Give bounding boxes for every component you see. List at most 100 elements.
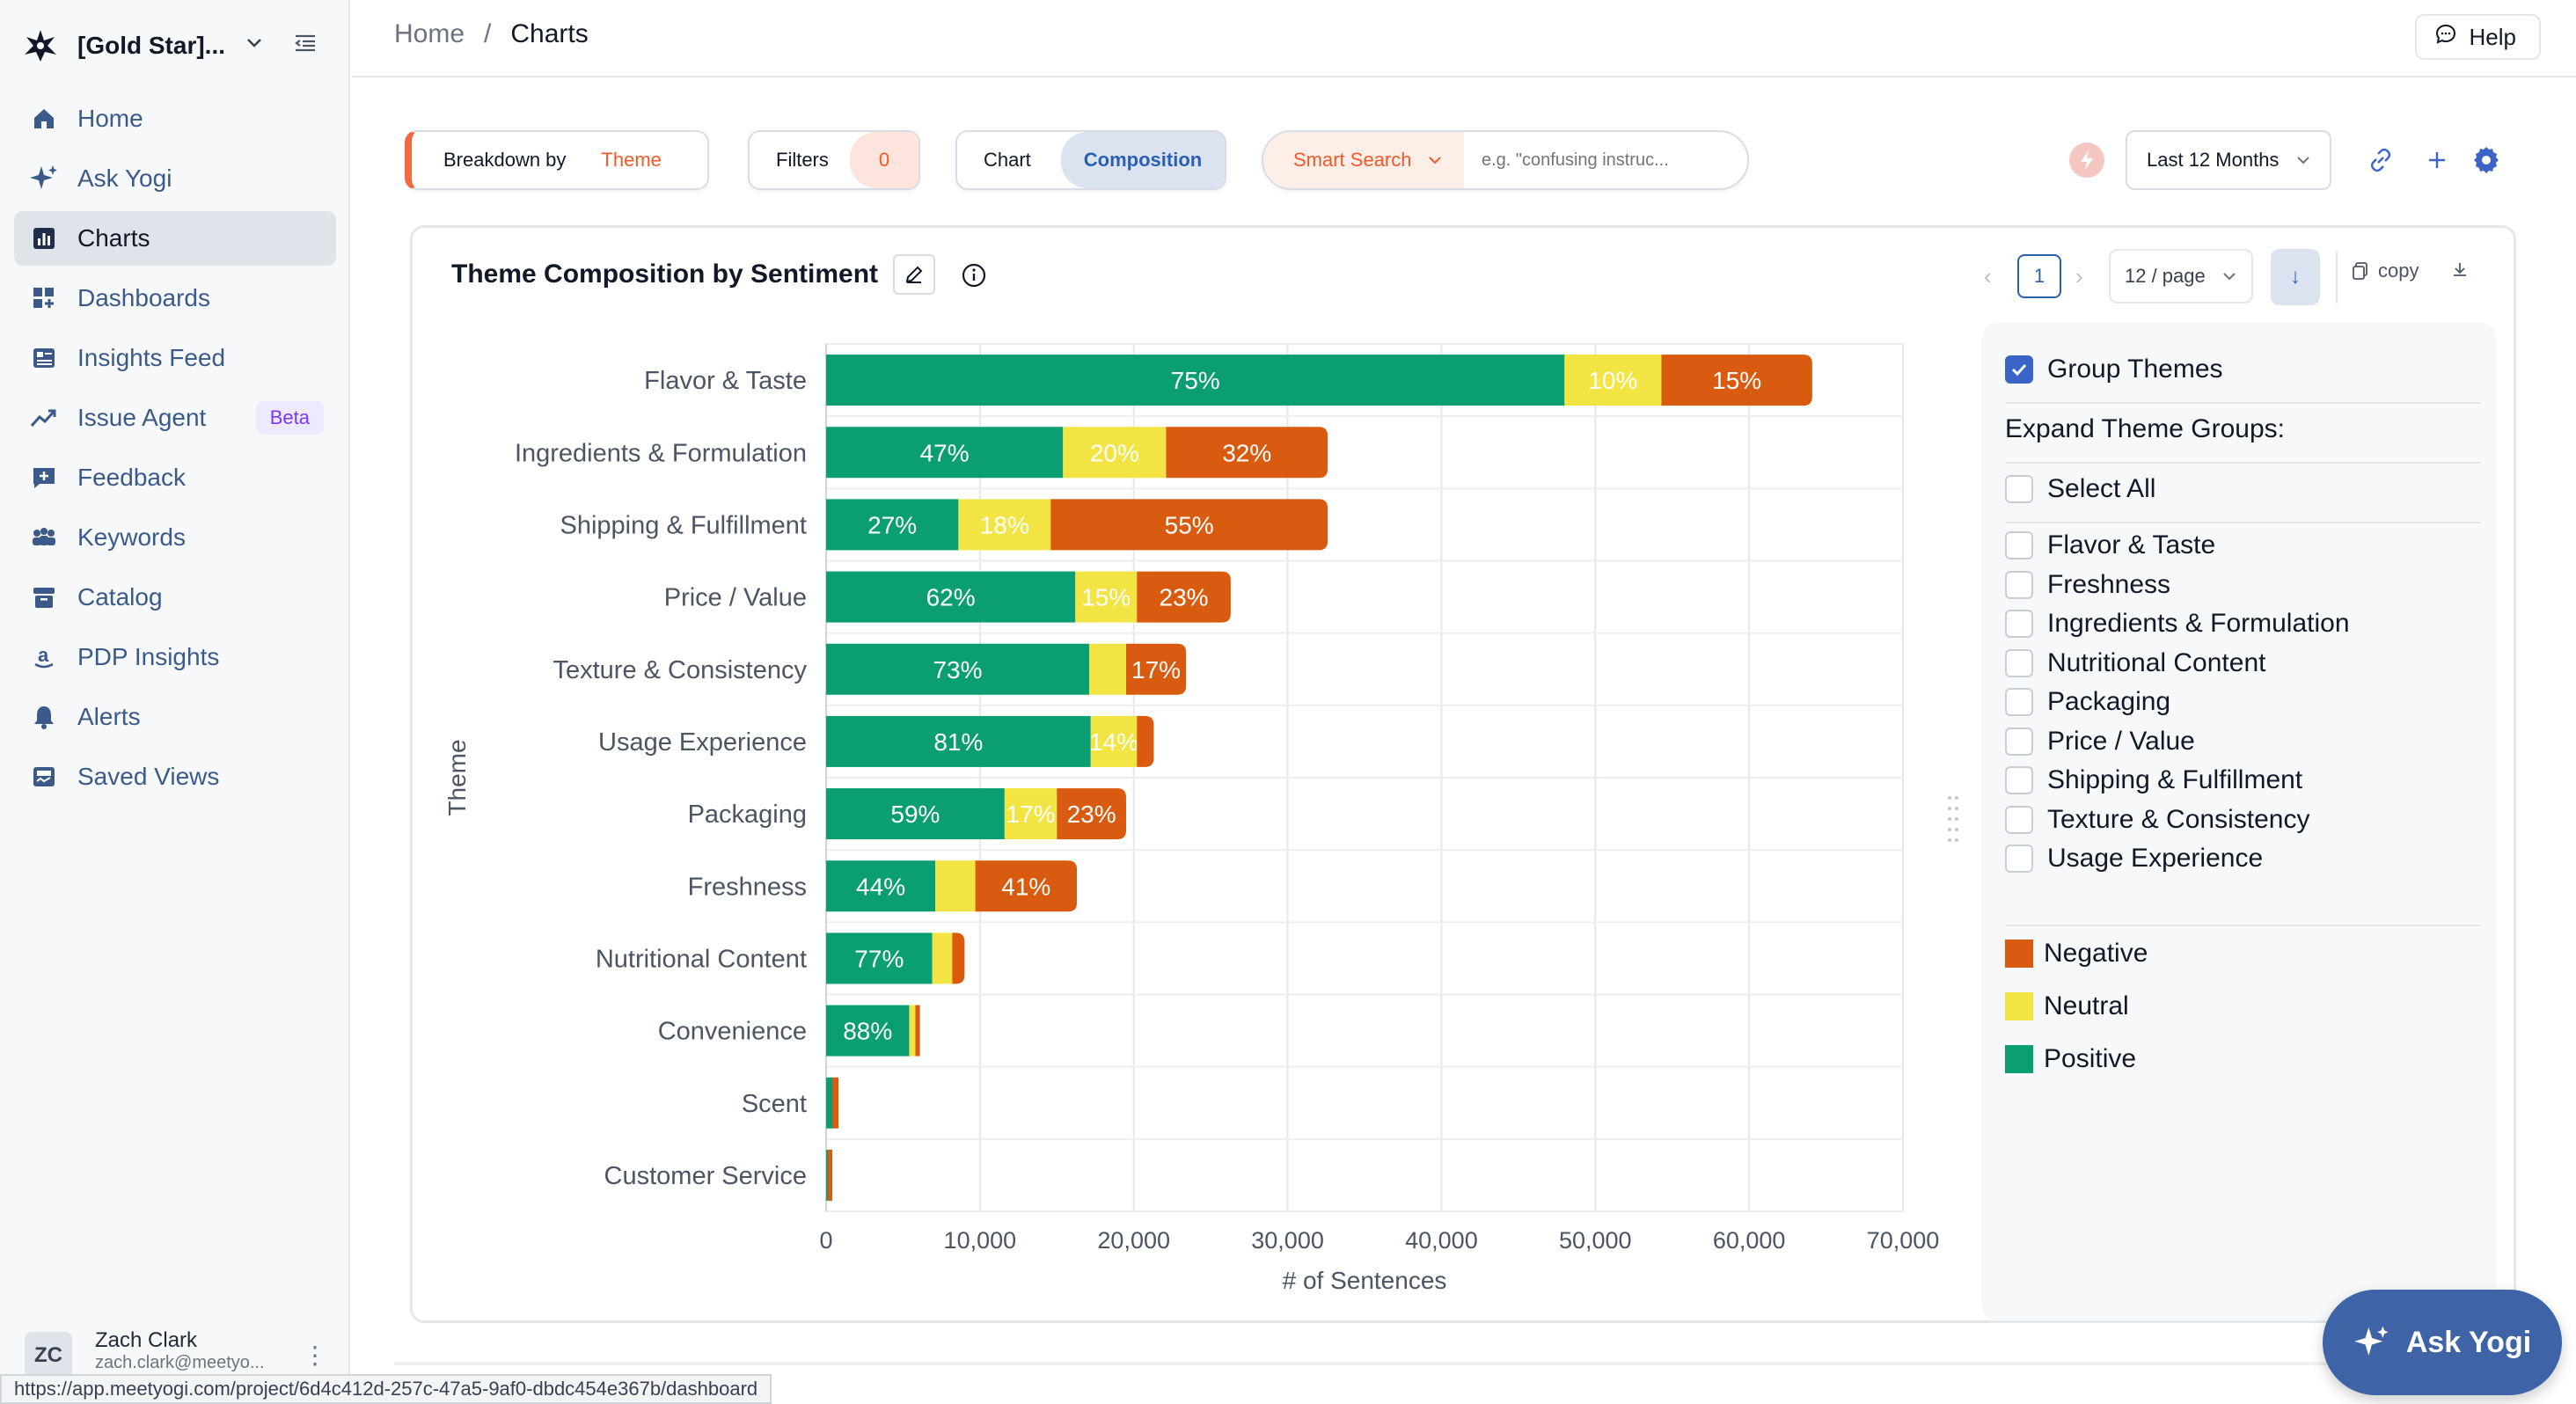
- breadcrumb: Home / Charts: [394, 19, 589, 49]
- help-button[interactable]: Help: [2414, 14, 2541, 60]
- bar-segment-positive: [826, 1077, 832, 1129]
- checkbox[interactable]: [2005, 610, 2033, 638]
- checkbox[interactable]: [2005, 766, 2033, 794]
- legend-item[interactable]: Negative: [2005, 939, 2148, 969]
- sidebar-item-charts[interactable]: Charts: [14, 211, 336, 266]
- plus-icon[interactable]: [2419, 143, 2455, 178]
- sidebar-item-feedback[interactable]: Feedback: [14, 450, 336, 505]
- workspace-name: [Gold Star]...: [77, 32, 225, 59]
- bar-segment-negative: [1661, 355, 1812, 406]
- bar-segment-negative: [1137, 715, 1154, 767]
- bar-segment-neutral: [1090, 715, 1138, 767]
- view-composition-option[interactable]: Composition: [1061, 132, 1225, 188]
- data-label: 75%: [1171, 367, 1220, 394]
- page-size-select[interactable]: 12 / page: [2109, 249, 2253, 303]
- bar-segment-neutral: [1075, 571, 1138, 623]
- y-axis-title: Theme: [443, 739, 471, 815]
- ask-yogi-fab[interactable]: Ask Yogi: [2323, 1290, 2562, 1395]
- theme-group-item[interactable]: Texture & Consistency: [2005, 805, 2309, 835]
- collapse-sidebar-icon[interactable]: [292, 30, 318, 61]
- user-name: Zach Clark: [95, 1328, 198, 1352]
- next-page-icon[interactable]: ›: [2075, 263, 2083, 289]
- breadcrumb-current: Charts: [510, 19, 589, 48]
- theme-group-item[interactable]: Price / Value: [2005, 727, 2195, 757]
- group-themes-toggle[interactable]: Group Themes: [2005, 355, 2223, 384]
- kebab-menu-icon[interactable]: ⋮: [303, 1342, 327, 1369]
- checkbox[interactable]: [2005, 570, 2033, 599]
- bar-segment-neutral: [932, 932, 953, 984]
- sidebar-item-keywords[interactable]: Keywords: [14, 510, 336, 565]
- theme-group-label: Price / Value: [2047, 726, 2195, 756]
- bar-segment-positive: [826, 355, 1565, 406]
- link-icon[interactable]: [2363, 143, 2398, 178]
- theme-group-item[interactable]: Usage Experience: [2005, 844, 2263, 874]
- x-tick-label: 40,000: [1405, 1227, 1478, 1254]
- workspace-switcher[interactable]: [Gold Star]...: [19, 23, 327, 69]
- checkbox[interactable]: [2005, 531, 2033, 559]
- sidebar-item-home[interactable]: Home: [14, 91, 336, 146]
- data-label: 59%: [890, 801, 940, 828]
- drag-handle-icon[interactable]: [1947, 794, 1959, 855]
- sort-descending-button[interactable]: ↓: [2271, 249, 2320, 305]
- pencil-icon: [905, 266, 923, 283]
- checkbox-checked[interactable]: [2005, 355, 2033, 384]
- sidebar-item-label: PDP Insights: [77, 643, 220, 670]
- smart-search-input[interactable]: [1482, 144, 1737, 176]
- user-menu[interactable]: ZC Zach Clark zach.clark@meetyo... ⋮: [25, 1325, 333, 1379]
- theme-group-item[interactable]: Shipping & Fulfillment: [2005, 765, 2302, 795]
- edit-title-button[interactable]: [893, 254, 935, 295]
- checkbox[interactable]: [2005, 475, 2033, 503]
- download-icon[interactable]: [2450, 260, 2470, 283]
- current-page[interactable]: 1: [2017, 254, 2061, 298]
- expand-groups-heading: Expand Theme Groups:: [2005, 414, 2285, 444]
- checkbox[interactable]: [2005, 805, 2033, 834]
- checkbox[interactable]: [2005, 648, 2033, 677]
- copy-button[interactable]: copy: [2352, 260, 2419, 282]
- theme-group-item[interactable]: Ingredients & Formulation: [2005, 609, 2350, 639]
- sidebar-item-insights-feed[interactable]: Insights Feed: [14, 331, 336, 385]
- sidebar-item-dashboards[interactable]: Dashboards: [14, 271, 336, 325]
- sidebar-item-alerts[interactable]: Alerts: [14, 690, 336, 744]
- breakdown-label: Breakdown by: [443, 149, 567, 171]
- prev-page-icon[interactable]: ‹: [1984, 263, 1992, 289]
- filters-button[interactable]: Filters 0: [748, 130, 920, 190]
- filters-count-badge: 0: [850, 132, 918, 188]
- theme-group-label: Freshness: [2047, 569, 2171, 599]
- theme-group-label: Shipping & Fulfillment: [2047, 765, 2303, 794]
- sidebar-item-label: Feedback: [77, 464, 186, 491]
- theme-group-item[interactable]: Freshness: [2005, 570, 2170, 600]
- chevron-down-icon[interactable]: [243, 32, 266, 59]
- legend-item[interactable]: Neutral: [2005, 991, 2129, 1021]
- sidebar-item-saved-views[interactable]: Saved Views: [14, 750, 336, 804]
- sidebar-item-label: Saved Views: [77, 763, 220, 790]
- gear-icon[interactable]: [2469, 143, 2504, 178]
- sidebar-item-issue-agent[interactable]: Issue Agent Beta: [14, 391, 336, 445]
- sidebar-item-pdp-insights[interactable]: a PDP Insights: [14, 630, 336, 684]
- view-chart-option[interactable]: Chart: [984, 149, 1031, 171]
- lightning-icon[interactable]: [2069, 143, 2104, 178]
- info-icon[interactable]: [956, 258, 992, 293]
- theme-group-item[interactable]: Nutritional Content: [2005, 648, 2265, 678]
- checkbox[interactable]: [2005, 845, 2033, 873]
- sidebar-item-label: Home: [77, 105, 143, 132]
- breadcrumb-home[interactable]: Home: [394, 19, 465, 48]
- chevron-down-icon: [2220, 267, 2239, 291]
- legend-item[interactable]: Positive: [2005, 1044, 2136, 1074]
- sidebar-item-ask-yogi[interactable]: Ask Yogi: [14, 151, 336, 206]
- bar-segment-positive: [826, 860, 936, 912]
- select-all-toggle[interactable]: Select All: [2005, 474, 2155, 504]
- theme-group-label: Nutritional Content: [2047, 647, 2266, 677]
- group-themes-label: Group Themes: [2047, 355, 2223, 384]
- bar-segment-negative: [1166, 427, 1328, 479]
- sidebar-item-catalog[interactable]: Catalog: [14, 570, 336, 625]
- breakdown-selector[interactable]: Breakdown by Theme: [405, 130, 709, 190]
- theme-group-item[interactable]: Flavor & Taste: [2005, 530, 2215, 560]
- checkbox[interactable]: [2005, 688, 2033, 716]
- data-label: 23%: [1160, 584, 1209, 611]
- theme-group-item[interactable]: Packaging: [2005, 687, 2170, 717]
- bar-segment-positive: [826, 788, 1005, 840]
- smart-search-mode[interactable]: Smart Search: [1263, 132, 1464, 188]
- data-label: 20%: [1090, 439, 1139, 466]
- checkbox[interactable]: [2005, 727, 2033, 756]
- date-range-select[interactable]: Last 12 Months: [2126, 130, 2331, 190]
